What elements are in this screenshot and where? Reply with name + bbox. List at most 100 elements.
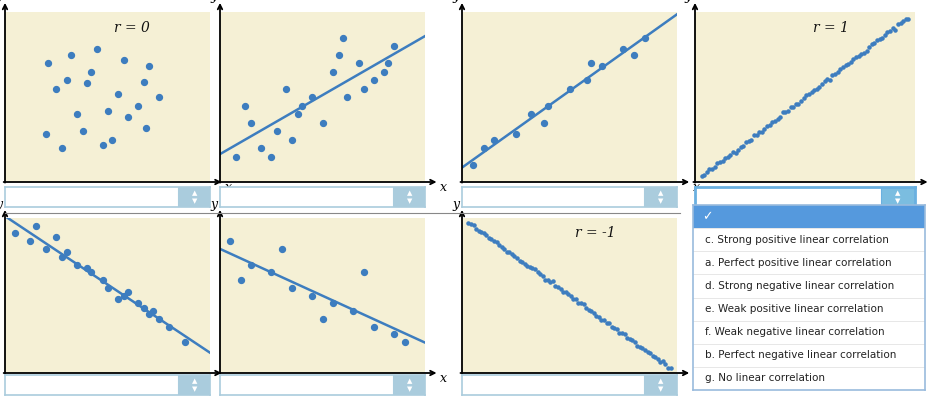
Point (555, 289, 570, 295)
Point (579, 77, 594, 83)
Point (254, 145, 269, 151)
Point (635, 344, 650, 351)
Point (757, 126, 772, 132)
Point (60, 77, 74, 83)
Point (875, 35, 890, 41)
Point (741, 138, 756, 145)
Point (533, 271, 548, 277)
Text: ▼: ▼ (658, 198, 663, 204)
Point (815, 81, 830, 88)
Text: ▲: ▲ (896, 191, 901, 196)
Point (712, 159, 727, 165)
Point (796, 94, 811, 101)
Point (561, 291, 576, 297)
Point (705, 166, 720, 172)
Point (872, 36, 887, 42)
Bar (644, 375, 677, 395)
Point (663, 364, 678, 371)
Point (597, 317, 612, 323)
Point (70, 111, 85, 117)
Point (504, 250, 519, 257)
Point (479, 232, 494, 238)
Point (574, 300, 589, 306)
Point (898, 16, 913, 22)
Text: x: x (225, 182, 232, 194)
Point (55, 145, 70, 151)
Point (883, 28, 897, 35)
Point (499, 248, 514, 255)
Point (859, 47, 874, 54)
Bar (644, 187, 677, 207)
Text: b. Perfect negative linear correlation: b. Perfect negative linear correlation (705, 351, 896, 360)
Text: r = 1: r = 1 (814, 21, 849, 36)
Point (75, 128, 90, 134)
Point (90, 46, 105, 53)
Point (565, 296, 580, 302)
Point (96, 142, 111, 148)
Text: g. No linear correlation: g. No linear correlation (705, 373, 825, 384)
Point (472, 227, 486, 234)
Point (520, 263, 535, 269)
Point (100, 285, 115, 291)
Point (783, 104, 798, 110)
Point (591, 313, 606, 320)
Point (643, 350, 658, 357)
Point (28, 222, 43, 229)
Point (578, 305, 593, 312)
Point (514, 258, 529, 265)
Point (736, 142, 751, 149)
Point (116, 56, 131, 63)
Bar (393, 375, 425, 395)
Point (162, 323, 177, 330)
Point (802, 90, 817, 97)
Point (377, 68, 392, 75)
Point (744, 137, 759, 143)
Point (525, 265, 539, 272)
Point (751, 129, 766, 136)
Point (822, 76, 837, 83)
Point (543, 279, 558, 285)
Point (63, 51, 78, 58)
Point (825, 72, 840, 79)
Point (571, 300, 586, 306)
Point (615, 330, 630, 336)
Point (274, 246, 289, 252)
Point (482, 235, 497, 241)
Point (764, 119, 779, 125)
Point (7, 230, 22, 237)
Text: ▼: ▼ (192, 387, 197, 392)
Point (710, 160, 724, 166)
Point (476, 229, 491, 236)
Point (121, 289, 136, 296)
Point (527, 265, 542, 272)
Point (558, 288, 573, 295)
Point (295, 102, 310, 109)
Point (548, 282, 563, 289)
Bar (393, 187, 425, 207)
Point (628, 339, 643, 345)
Text: y: y (210, 198, 218, 211)
Point (538, 276, 552, 283)
Point (366, 323, 381, 330)
Point (290, 111, 305, 117)
Point (244, 119, 259, 126)
Point (178, 339, 193, 345)
Point (589, 313, 604, 319)
Point (285, 136, 299, 143)
Point (512, 258, 527, 264)
Point (492, 242, 507, 249)
Point (789, 101, 804, 107)
Point (60, 249, 74, 255)
Point (38, 246, 53, 252)
Point (791, 101, 806, 107)
Point (229, 153, 244, 160)
Point (576, 300, 591, 307)
Point (84, 269, 99, 276)
Point (707, 164, 722, 170)
Point (264, 153, 279, 160)
Point (104, 136, 119, 143)
Point (346, 308, 361, 314)
Point (854, 50, 869, 57)
Point (594, 63, 609, 70)
Point (838, 61, 853, 68)
